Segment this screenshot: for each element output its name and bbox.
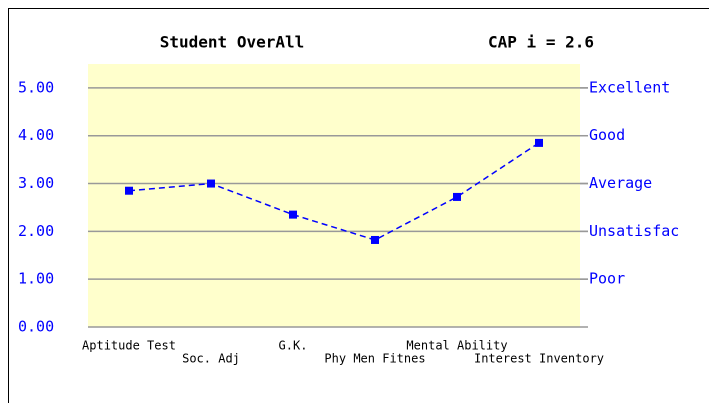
y-tick-label: 5.00 — [18, 78, 54, 96]
data-point — [371, 235, 379, 244]
data-point — [453, 192, 461, 201]
x-tick-label: Aptitude Test — [82, 339, 176, 353]
y-tick-label: 2.00 — [18, 222, 54, 240]
x-tick-label: Mental Ability — [406, 339, 507, 353]
y-tick-label: 4.00 — [18, 126, 54, 144]
chart-title: Student OverAll — [160, 33, 305, 52]
y2-tick-label: Average — [589, 174, 652, 192]
plot-area — [88, 64, 580, 327]
data-line — [128, 142, 540, 241]
data-point — [207, 179, 215, 188]
x-tick-label: Interest Inventory — [474, 352, 604, 366]
data-point — [535, 138, 543, 147]
x-tick-label: Phy Men Fitnes — [324, 352, 425, 366]
y2-tick-label: Poor — [589, 270, 625, 288]
annotation: CAP i = 2.6 — [488, 33, 594, 52]
y-tick-label: 3.00 — [18, 174, 54, 192]
y-tick-label: 1.00 — [18, 270, 54, 288]
data-point — [125, 186, 133, 195]
y2-tick-label: Unsatisfac — [589, 222, 679, 240]
y-tick-label: 0.00 — [18, 318, 54, 336]
y2-tick-label: Good — [589, 126, 625, 144]
x-tick-label: G.K. — [279, 339, 308, 353]
x-tick-label: Soc. Adj — [182, 352, 240, 366]
y2-tick-label: Excellent — [589, 78, 670, 96]
data-point — [289, 210, 297, 219]
